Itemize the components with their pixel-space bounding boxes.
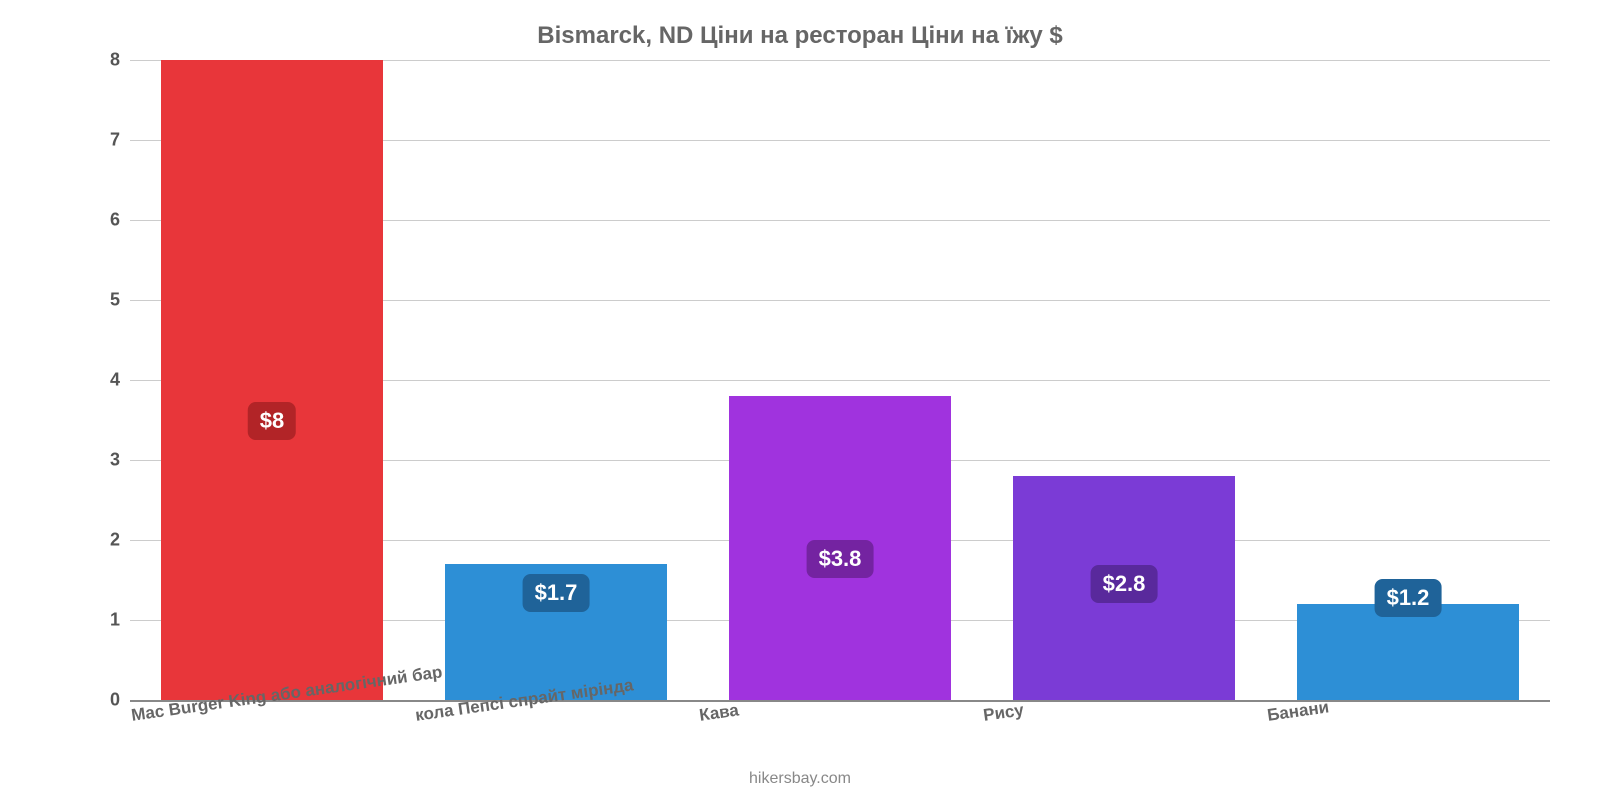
bar [161, 60, 383, 700]
bar-slot: $3.8Кава [698, 60, 982, 700]
chart-caption: hikersbay.com [0, 770, 1600, 788]
grid-line [130, 700, 1550, 702]
y-tick-label: 5 [110, 290, 120, 311]
bars-container: $8Mac Burger King або аналогічний бар$1.… [130, 60, 1550, 700]
bar-slot: $1.7кола Пепсі спрайт мірінда [414, 60, 698, 700]
chart-title: Bismarck, ND Ціни на ресторан Ціни на їж… [0, 22, 1600, 50]
value-badge: $3.8 [807, 540, 874, 578]
x-tick-label: Рису [982, 700, 1025, 725]
bar [1297, 604, 1519, 700]
y-tick-label: 4 [110, 370, 120, 391]
value-badge: $2.8 [1091, 565, 1158, 603]
value-badge: $1.2 [1375, 579, 1442, 617]
value-badge: $1.7 [523, 574, 590, 612]
y-tick-label: 6 [110, 210, 120, 231]
value-badge: $8 [248, 402, 296, 440]
y-tick-label: 8 [110, 50, 120, 71]
bar-slot: $2.8Рису [982, 60, 1266, 700]
price-chart: Bismarck, ND Ціни на ресторан Ціни на їж… [0, 0, 1600, 800]
y-tick-label: 3 [110, 450, 120, 471]
plot-area: 012345678 $8Mac Burger King або аналогіч… [130, 60, 1550, 700]
y-tick-label: 2 [110, 530, 120, 551]
bar-slot: $1.2Банани [1266, 60, 1550, 700]
x-tick-label: Кава [698, 700, 740, 725]
y-tick-label: 1 [110, 610, 120, 631]
bar-slot: $8Mac Burger King або аналогічний бар [130, 60, 414, 700]
y-tick-label: 0 [110, 690, 120, 711]
y-tick-label: 7 [110, 130, 120, 151]
